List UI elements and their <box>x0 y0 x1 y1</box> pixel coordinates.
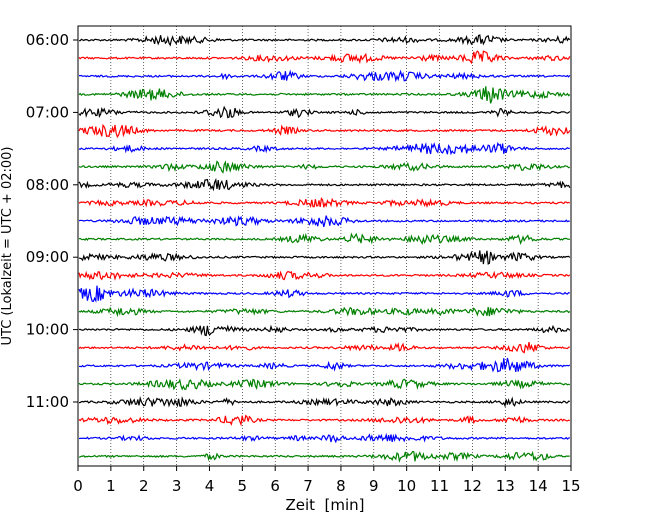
x-tick-label: 15 <box>561 477 580 495</box>
x-axis: 0 1 2 3 4 5 6 7 8 9 10 11 12 13 14 15 <box>73 466 581 495</box>
trace-line <box>78 450 570 463</box>
trace-line <box>78 215 570 227</box>
x-tick-label: 6 <box>270 477 280 495</box>
x-tick-label: 4 <box>205 477 215 495</box>
trace-line <box>78 197 571 209</box>
x-tick-label: 9 <box>369 477 379 495</box>
x-tick-label: 8 <box>336 477 346 495</box>
x-tick-label: 11 <box>430 477 449 495</box>
x-tick-label: 5 <box>238 477 248 495</box>
x-tick-label: 3 <box>172 477 182 495</box>
trace-line <box>78 378 570 391</box>
trace-line <box>78 86 571 104</box>
trace-line <box>78 414 571 427</box>
plot-frame <box>77 25 572 467</box>
y-tick-label: 06:00 <box>26 31 69 49</box>
trace-line <box>78 357 571 373</box>
trace-line <box>78 177 571 192</box>
y-axis-label: UTC (Lokalzeit = UTC + 02:00) <box>0 147 15 346</box>
x-tick-label: 7 <box>303 477 313 495</box>
grid-lines <box>110 26 539 466</box>
trace-line <box>78 34 571 47</box>
trace-line <box>78 232 571 246</box>
x-tick-label: 0 <box>73 477 83 495</box>
trace-line <box>78 432 570 444</box>
x-tick-label: 12 <box>463 477 482 495</box>
trace-line <box>78 395 570 408</box>
trace-line <box>78 105 571 119</box>
trace-line <box>78 270 571 281</box>
x-tick-label: 2 <box>139 477 149 495</box>
x-axis-label: Zeit [min] <box>285 496 364 514</box>
trace-line <box>78 306 571 318</box>
trace-line <box>78 141 570 156</box>
x-tick-label: 1 <box>106 477 116 495</box>
x-tick-label: 14 <box>529 477 548 495</box>
y-tick-label: 09:00 <box>26 248 69 266</box>
trace-line <box>79 69 571 83</box>
trace-line <box>78 123 571 139</box>
traces-layer <box>78 34 571 463</box>
trace-line <box>78 250 571 265</box>
trace-line <box>78 160 570 174</box>
y-tick-label: 07:00 <box>26 103 69 121</box>
y-tick-label: 08:00 <box>26 176 69 194</box>
x-tick-label: 13 <box>496 477 515 495</box>
trace-line <box>78 342 570 354</box>
x-tick-label: 10 <box>397 477 416 495</box>
y-tick-label: 10:00 <box>26 321 69 339</box>
trace-line <box>78 50 571 65</box>
y-tick-label: 11:00 <box>26 393 69 411</box>
trace-line <box>78 285 570 303</box>
y-axis: 06:00 07:00 08:00 09:00 10:00 11:00 <box>26 31 78 411</box>
trace-line <box>78 324 571 337</box>
